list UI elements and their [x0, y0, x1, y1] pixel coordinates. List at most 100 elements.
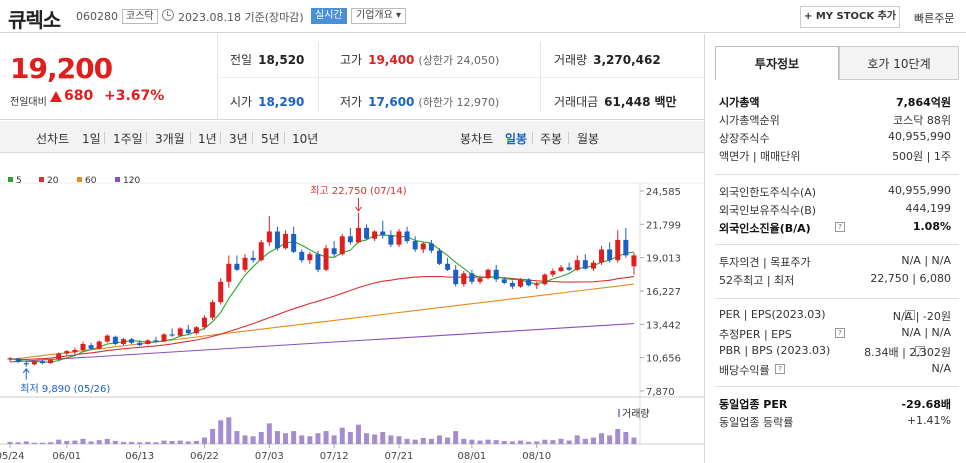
- tab-orderbook-10[interactable]: 호가 10단계: [839, 46, 959, 80]
- candle-body: [542, 274, 548, 285]
- info-row: 시가총액 7,864억원: [719, 94, 951, 112]
- info-row: 투자의견 | 목표주가 N/A | N/A: [719, 254, 951, 272]
- info-row-label: 동일업종 PER: [719, 398, 788, 411]
- tab-10y[interactable]: 10년: [292, 132, 319, 146]
- tab-1y[interactable]: 1년: [198, 132, 217, 146]
- info-row-label: PBR | BPS (2023.03): [719, 344, 831, 357]
- volume-bar: [112, 440, 118, 444]
- volume-bar: [64, 440, 70, 444]
- info-row: 추정PER | EPS? N/A | N/A: [719, 326, 951, 344]
- info-row: 상장주식수 40,955,990: [719, 130, 951, 148]
- volume-bar: [185, 441, 191, 444]
- candle-body: [566, 267, 572, 270]
- help-icon[interactable]: ?: [835, 222, 845, 232]
- volume-bar: [501, 440, 507, 444]
- y-tick-label: 7,870: [646, 387, 675, 398]
- candle-body: [177, 328, 183, 336]
- volume-bar: [80, 438, 86, 444]
- legend-label: 5: [16, 176, 22, 186]
- tab-monthly[interactable]: 월봉: [577, 132, 600, 146]
- volume-bar: [258, 431, 264, 444]
- tab-investment-info[interactable]: 투자정보: [715, 46, 839, 80]
- legend-swatch: [39, 177, 44, 182]
- as-of-date: 2023.08.18 기준(장마감): [178, 11, 304, 24]
- candle-body: [331, 248, 337, 255]
- clock-icon: [162, 9, 174, 21]
- info-row-label: 52주최고 | 최저: [719, 274, 795, 287]
- candle-body: [590, 262, 596, 269]
- info-row: 52주최고 | 최저 22,750 | 6,080: [719, 272, 951, 290]
- tab-daily[interactable]: 일봉: [505, 132, 528, 146]
- tab-5y[interactable]: 5년: [261, 132, 280, 146]
- candle-body: [412, 241, 418, 250]
- volume-bar: [607, 435, 613, 444]
- volume-bar: [307, 436, 313, 444]
- candle-body: [477, 278, 483, 282]
- price-chart[interactable]: 5 20 60 120 24,585 21,799 19,013 16,227 13,442 10…: [0, 154, 704, 463]
- help-icon[interactable]: ?: [905, 310, 915, 320]
- info-row-label: 배당수익률: [719, 364, 770, 377]
- volume-bar: [339, 427, 345, 444]
- candle-body: [104, 335, 110, 342]
- legend-swatch: [8, 177, 13, 182]
- min-price-label: 최저 9,890 (05/26): [20, 383, 110, 395]
- volume-bar: [590, 437, 596, 444]
- candle-body: [64, 351, 70, 354]
- info-row-value: 7,864억원: [895, 96, 951, 109]
- volume-bar: [518, 440, 524, 444]
- candle-body: [226, 263, 232, 282]
- info-row: 외국인보유주식수(B) 444,199: [719, 202, 951, 220]
- volume-bar: [7, 441, 13, 444]
- volume-bar: [129, 441, 135, 444]
- panel-divider: [715, 298, 959, 299]
- info-row-value: N/A: [931, 362, 951, 375]
- candle-body: [404, 231, 410, 242]
- volume-bar: [526, 441, 532, 444]
- volume-bar: [453, 431, 459, 444]
- tab-3y[interactable]: 3년: [229, 132, 248, 146]
- quick-order-link[interactable]: 빠른주문: [914, 12, 955, 25]
- volume-bar: [193, 440, 199, 444]
- candle-body: [631, 255, 637, 267]
- company-overview-dropdown[interactable]: 기업개요 ▾: [351, 8, 406, 24]
- tab-1d[interactable]: 1일: [82, 132, 101, 146]
- volume-bar: [96, 440, 102, 444]
- volume-bar: [380, 431, 386, 444]
- volume-bar: [145, 441, 151, 444]
- volume-bar: [412, 439, 418, 444]
- help-icon[interactable]: ?: [915, 346, 925, 356]
- tab-1w[interactable]: 1주일: [113, 132, 143, 146]
- candle-body: [307, 254, 313, 261]
- volume-bar: [372, 434, 378, 444]
- volume-bar: [88, 441, 94, 444]
- candle-body: [558, 267, 564, 271]
- candle-body: [112, 336, 118, 344]
- ma-60-line: [10, 283, 634, 361]
- max-price-label: 최고 22,750 (07/14): [310, 185, 406, 197]
- candle-body: [72, 349, 78, 353]
- help-icon[interactable]: ?: [835, 328, 845, 338]
- candle-body: [185, 329, 191, 334]
- candle-body: [202, 317, 208, 328]
- ma-20-line: [10, 275, 634, 361]
- add-mystock-button[interactable]: + MY STOCK 추가: [800, 6, 900, 28]
- max-arrowhead-icon: [355, 206, 362, 212]
- candle-body: [266, 231, 272, 243]
- info-row-value: 22,750 | 6,080: [870, 272, 951, 285]
- tab-3m[interactable]: 3개월: [155, 132, 185, 146]
- realtime-button[interactable]: 실시간: [311, 8, 347, 24]
- info-row-label: 상장주식수: [719, 132, 770, 145]
- volume-bar: [364, 433, 370, 444]
- volume-bar: [436, 435, 442, 444]
- tab-weekly[interactable]: 주봉: [540, 132, 563, 146]
- help-icon[interactable]: ?: [775, 364, 785, 374]
- candle-body: [120, 339, 126, 344]
- volume-bar: [582, 438, 588, 444]
- volume-bar: [39, 442, 45, 444]
- volume-bar: [210, 428, 216, 444]
- volume-bar: [509, 441, 515, 444]
- stock-name: 큐렉소: [8, 8, 61, 32]
- min-arrowhead-icon: [22, 367, 30, 374]
- volume-bar: [420, 437, 426, 444]
- volume-bar: [534, 441, 540, 444]
